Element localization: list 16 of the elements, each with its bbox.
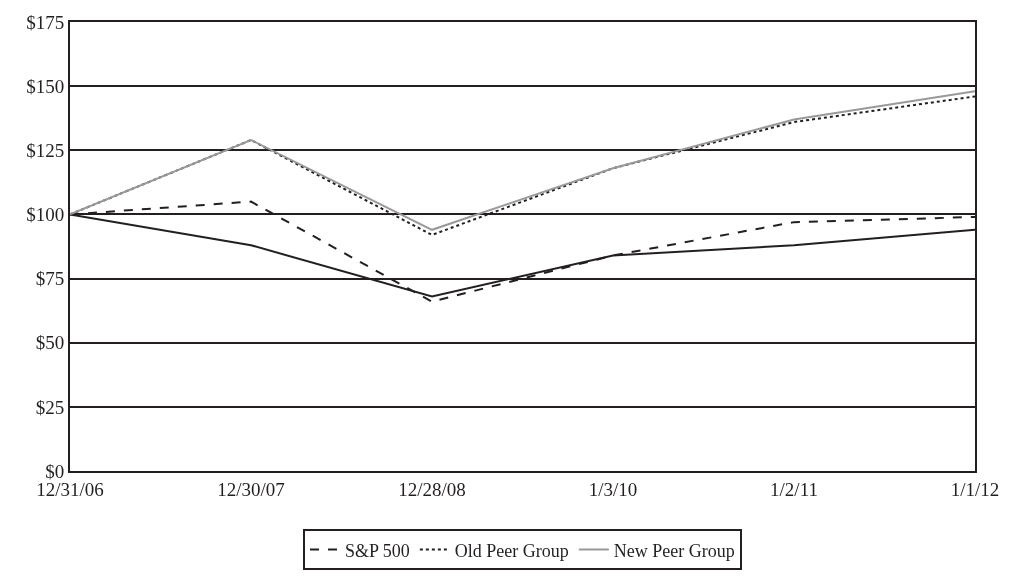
y-tick-label: $75 — [35, 268, 65, 290]
y-tick-label: $100 — [26, 204, 65, 226]
x-tick-label: 1/3/10 — [588, 478, 638, 500]
x-tick-label: 12/30/07 — [217, 478, 285, 500]
legend-label: New Peer Group — [613, 540, 735, 561]
y-tick-label: $25 — [35, 396, 65, 418]
y-tick-label: $50 — [35, 332, 65, 354]
y-tick-label: $150 — [26, 75, 65, 97]
legend-label: S&P 500 — [345, 540, 410, 561]
x-tick-label: 12/28/08 — [398, 478, 466, 500]
x-tick-label: 1/1/12 — [950, 478, 1000, 500]
y-tick-label: $0 — [45, 460, 65, 482]
y-tick-label: $125 — [26, 139, 65, 161]
legend-label: Old Peer Group — [454, 540, 569, 561]
x-tick-label: 1/2/11 — [770, 478, 818, 500]
y-tick-label: $175 — [26, 11, 65, 33]
